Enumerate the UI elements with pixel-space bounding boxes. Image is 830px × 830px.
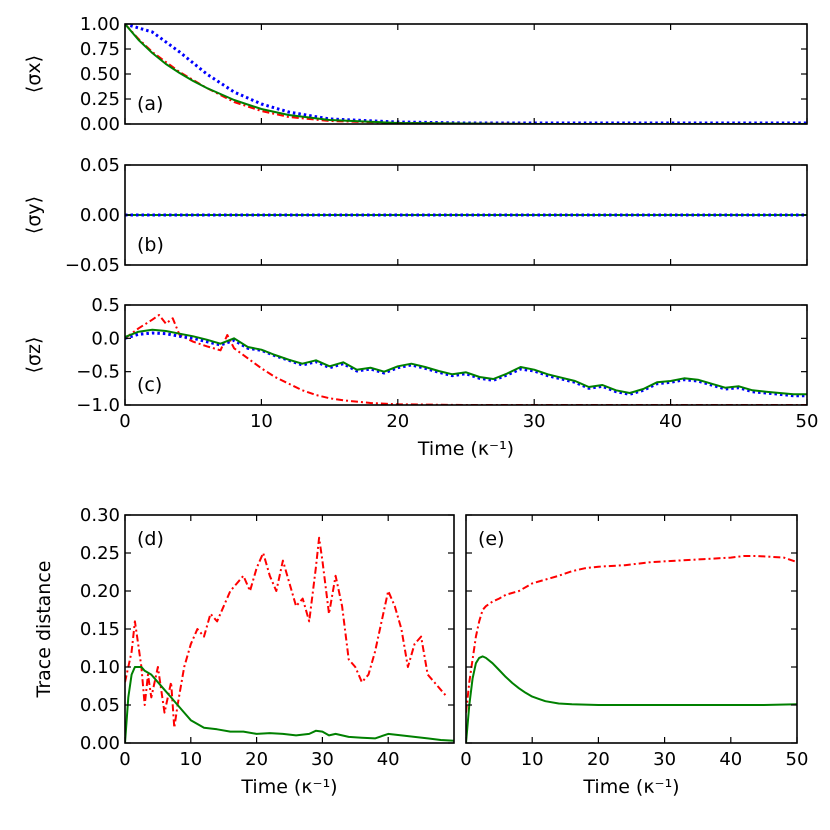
y-tick-label: 0.20 (80, 581, 120, 602)
y-tick-label: −1.0 (76, 395, 120, 416)
series-red-dashdot-c (125, 314, 807, 405)
series-group-e (466, 555, 797, 743)
panel-label-b: (b) (137, 234, 164, 256)
x-tick-label: 30 (523, 411, 546, 432)
series-green-solid-d (125, 666, 454, 743)
series-red-dashdot-e (466, 555, 797, 713)
x-tick-label: 0 (119, 749, 130, 770)
x-axis-label-e: Time (κ⁻¹) (582, 776, 679, 798)
y-axis-label-a: ⟨σx⟩ (23, 55, 45, 93)
x-tick-label: 30 (653, 749, 676, 770)
series-group-c (125, 314, 807, 405)
y-tick-label: 0.05 (80, 695, 120, 716)
series-red-dashdot-d (125, 536, 449, 729)
x-tick-label: 10 (179, 749, 202, 770)
panel-label-c: (c) (137, 374, 162, 396)
series-blue-dotted-c (125, 331, 807, 398)
x-tick-label: 30 (311, 749, 334, 770)
series-blue-dotted-a (125, 24, 807, 124)
x-tick-label: 20 (587, 749, 610, 770)
series-group-d (125, 536, 454, 743)
series-green-solid-c (125, 328, 807, 396)
y-tick-label: 0.10 (80, 657, 120, 678)
plot-frame-e (465, 514, 798, 744)
y-tick-label: 0.25 (80, 543, 120, 564)
x-tick-label: 10 (250, 411, 273, 432)
x-tick-label: 10 (521, 749, 544, 770)
y-tick-label: 0.15 (80, 619, 120, 640)
y-tick-label: 0.00 (80, 114, 120, 135)
panel-label-d: (d) (137, 528, 164, 550)
plot-frame-a (124, 23, 808, 125)
series-green-solid-e (466, 655, 797, 743)
x-tick-label: 40 (659, 411, 682, 432)
y-tick-label: 0.0 (91, 328, 120, 349)
y-tick-label: 0.25 (80, 89, 120, 110)
x-axis-label-c: Time (κ⁻¹) (417, 438, 514, 460)
series-green-solid-a (125, 24, 807, 124)
y-axis-label-d: Trace distance (33, 561, 55, 699)
x-tick-label: 40 (377, 749, 400, 770)
panel-a: 0.00 0.25 0.50 0.75 1.00 (a) ⟨σx⟩ (23, 14, 808, 135)
y-tick-label: 0.00 (80, 733, 120, 754)
x-tick-label: 0 (460, 749, 471, 770)
y-tick-label: −0.5 (76, 362, 120, 383)
x-tick-label: 20 (245, 749, 268, 770)
series-group-a (125, 24, 807, 124)
panel-b: −0.05 0.00 0.05 (b) ⟨σy⟩ (23, 155, 808, 276)
series-red-dashdot-a (125, 24, 807, 124)
y-tick-label: 1.00 (80, 14, 120, 35)
y-tick-label: 0.30 (80, 505, 120, 526)
plot-frame-c (124, 304, 808, 406)
panel-d: 0 10 20 30 40 0.00 0.05 0.10 0.15 0.20 0.25 0.30 (d)… (33, 505, 455, 798)
panel-e: 0 10 20 30 40 50 (e) Time (κ⁻¹) (460, 514, 809, 798)
plot-frame-d (124, 514, 455, 744)
x-tick-label: 20 (386, 411, 409, 432)
y-tick-label: 0.50 (80, 64, 120, 85)
y-tick-label: 0.5 (91, 295, 120, 316)
y-tick-label: 0.05 (80, 155, 120, 176)
x-axis-label-d: Time (κ⁻¹) (240, 776, 337, 798)
y-tick-label: −0.05 (65, 255, 120, 276)
y-axis-label-c: ⟨σz⟩ (23, 337, 45, 374)
panel-label-a: (a) (137, 93, 163, 115)
y-axis-label-b: ⟨σy⟩ (23, 196, 45, 234)
x-tick-label: 50 (796, 411, 819, 432)
x-tick-label: 40 (719, 749, 742, 770)
x-tick-label: 0 (119, 411, 130, 432)
y-tick-label: 0.00 (80, 205, 120, 226)
x-tick-label: 50 (786, 749, 809, 770)
panel-c: 0 10 20 30 40 50 −1.0 −0.5 0.0 0.5 (c) ⟨σz⟩ Time (κ⁻… (23, 295, 818, 460)
panel-label-e: (e) (478, 528, 505, 550)
y-tick-label: 0.75 (80, 39, 120, 60)
